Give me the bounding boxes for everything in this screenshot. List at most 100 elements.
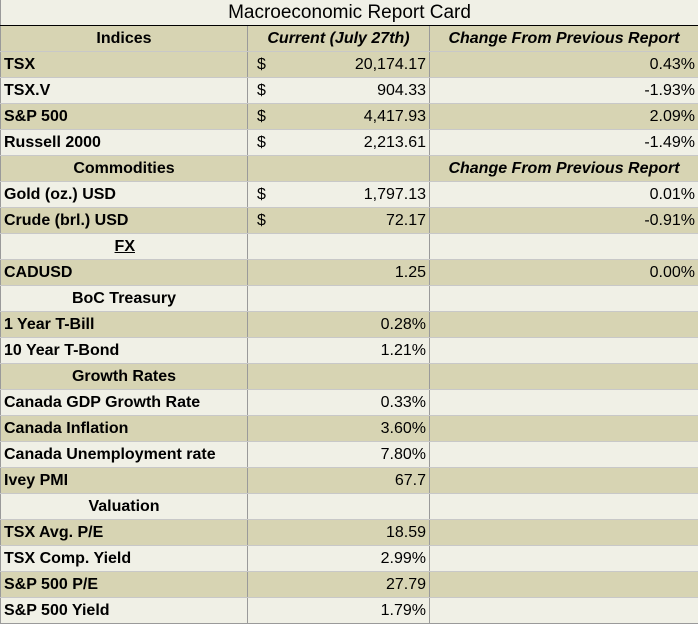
fx-header: FX xyxy=(0,233,248,260)
empty-cell xyxy=(429,519,698,546)
value-text: 20,174.17 xyxy=(354,56,426,73)
table-row: S&P 500 Yield 1.79% xyxy=(0,597,698,624)
table-row: Ivey PMI 67.7 xyxy=(0,467,698,494)
boc-header: BoC Treasury xyxy=(0,285,248,312)
row-name: TSX Comp. Yield xyxy=(0,545,248,572)
row-value: $20,174.17 xyxy=(247,51,430,78)
table-row: CADUSD 1.25 0.00% xyxy=(0,259,698,286)
row-change: 0.43% xyxy=(429,51,698,78)
currency-symbol: $ xyxy=(257,56,266,73)
change-header: Change From Previous Report xyxy=(429,155,698,182)
row-value: 67.7 xyxy=(247,467,430,494)
table-row: 1 Year T-Bill 0.28% xyxy=(0,311,698,338)
table-row: Canada Inflation 3.60% xyxy=(0,415,698,442)
report-card-table: Macroeconomic Report Card Indices Curren… xyxy=(0,0,698,624)
valuation-header: Valuation xyxy=(0,493,248,520)
value-text: 1,797.13 xyxy=(363,186,426,203)
row-change: -1.49% xyxy=(429,129,698,156)
current-header: Current (July 27th) xyxy=(247,25,430,52)
table-row: Gold (oz.) USD $1,797.13 0.01% xyxy=(0,181,698,208)
report-title: Macroeconomic Report Card xyxy=(0,0,698,26)
row-name: TSX xyxy=(0,51,248,78)
row-name: S&P 500 Yield xyxy=(0,597,248,624)
row-value: $4,417.93 xyxy=(247,103,430,130)
row-value: 0.28% xyxy=(247,311,430,338)
commodities-header-row: Commodities Change From Previous Report xyxy=(0,155,698,182)
row-name: S&P 500 P/E xyxy=(0,571,248,598)
empty-cell xyxy=(429,571,698,598)
row-value: 0.33% xyxy=(247,389,430,416)
empty-cell xyxy=(429,389,698,416)
table-row: Crude (brl.) USD $72.17 -0.91% xyxy=(0,207,698,234)
row-value: $2,213.61 xyxy=(247,129,430,156)
empty-cell xyxy=(429,467,698,494)
commodities-header: Commodities xyxy=(0,155,248,182)
table-row: TSX Avg. P/E 18.59 xyxy=(0,519,698,546)
row-value: 2.99% xyxy=(247,545,430,572)
row-value: $72.17 xyxy=(247,207,430,234)
empty-cell xyxy=(429,597,698,624)
row-value: 3.60% xyxy=(247,415,430,442)
row-name: Canada GDP Growth Rate xyxy=(0,389,248,416)
row-value: $1,797.13 xyxy=(247,181,430,208)
row-name: 1 Year T-Bill xyxy=(0,311,248,338)
empty-cell xyxy=(247,233,430,260)
row-name: Canada Inflation xyxy=(0,415,248,442)
valuation-header-row: Valuation xyxy=(0,493,698,520)
row-value: 1.25 xyxy=(247,259,430,286)
change-header: Change From Previous Report xyxy=(429,25,698,52)
row-value: 7.80% xyxy=(247,441,430,468)
row-name: Gold (oz.) USD xyxy=(0,181,248,208)
growth-header-row: Growth Rates xyxy=(0,363,698,390)
empty-cell xyxy=(247,493,430,520)
table-row: TSX $20,174.17 0.43% xyxy=(0,51,698,78)
row-change: 2.09% xyxy=(429,103,698,130)
indices-header: Indices xyxy=(0,25,248,52)
currency-symbol: $ xyxy=(257,82,266,99)
empty-cell xyxy=(247,155,430,182)
table-row: Canada GDP Growth Rate 0.33% xyxy=(0,389,698,416)
table-row: TSX.V $904.33 -1.93% xyxy=(0,77,698,104)
empty-cell xyxy=(429,441,698,468)
empty-cell xyxy=(429,311,698,338)
fx-header-row: FX xyxy=(0,233,698,260)
row-value: 1.21% xyxy=(247,337,430,364)
row-value: 1.79% xyxy=(247,597,430,624)
table-row: S&P 500 $4,417.93 2.09% xyxy=(0,103,698,130)
row-change: -0.91% xyxy=(429,207,698,234)
row-name: 10 Year T-Bond xyxy=(0,337,248,364)
row-value: 27.79 xyxy=(247,571,430,598)
value-text: 2,213.61 xyxy=(363,134,426,151)
row-change: -1.93% xyxy=(429,77,698,104)
empty-cell xyxy=(429,493,698,520)
currency-symbol: $ xyxy=(257,134,266,151)
empty-cell xyxy=(429,545,698,572)
row-name: Ivey PMI xyxy=(0,467,248,494)
empty-cell xyxy=(247,363,430,390)
row-value: $904.33 xyxy=(247,77,430,104)
row-name: TSX.V xyxy=(0,77,248,104)
row-name: Canada Unemployment rate xyxy=(0,441,248,468)
empty-cell xyxy=(429,285,698,312)
table-row: S&P 500 P/E 27.79 xyxy=(0,571,698,598)
value-text: 4,417.93 xyxy=(363,108,426,125)
value-text: 904.33 xyxy=(377,82,426,99)
indices-header-row: Indices Current (July 27th) Change From … xyxy=(0,25,698,52)
table-row: TSX Comp. Yield 2.99% xyxy=(0,545,698,572)
growth-header: Growth Rates xyxy=(0,363,248,390)
row-name: Russell 2000 xyxy=(0,129,248,156)
row-name: CADUSD xyxy=(0,259,248,286)
empty-cell xyxy=(429,233,698,260)
currency-symbol: $ xyxy=(257,108,266,125)
table-row: Russell 2000 $2,213.61 -1.49% xyxy=(0,129,698,156)
row-name: S&P 500 xyxy=(0,103,248,130)
value-text: 72.17 xyxy=(385,212,426,229)
currency-symbol: $ xyxy=(257,212,266,229)
row-change: 0.01% xyxy=(429,181,698,208)
empty-cell xyxy=(429,415,698,442)
row-change: 0.00% xyxy=(429,259,698,286)
table-row: 10 Year T-Bond 1.21% xyxy=(0,337,698,364)
row-value: 18.59 xyxy=(247,519,430,546)
empty-cell xyxy=(429,363,698,390)
table-row: Canada Unemployment rate 7.80% xyxy=(0,441,698,468)
